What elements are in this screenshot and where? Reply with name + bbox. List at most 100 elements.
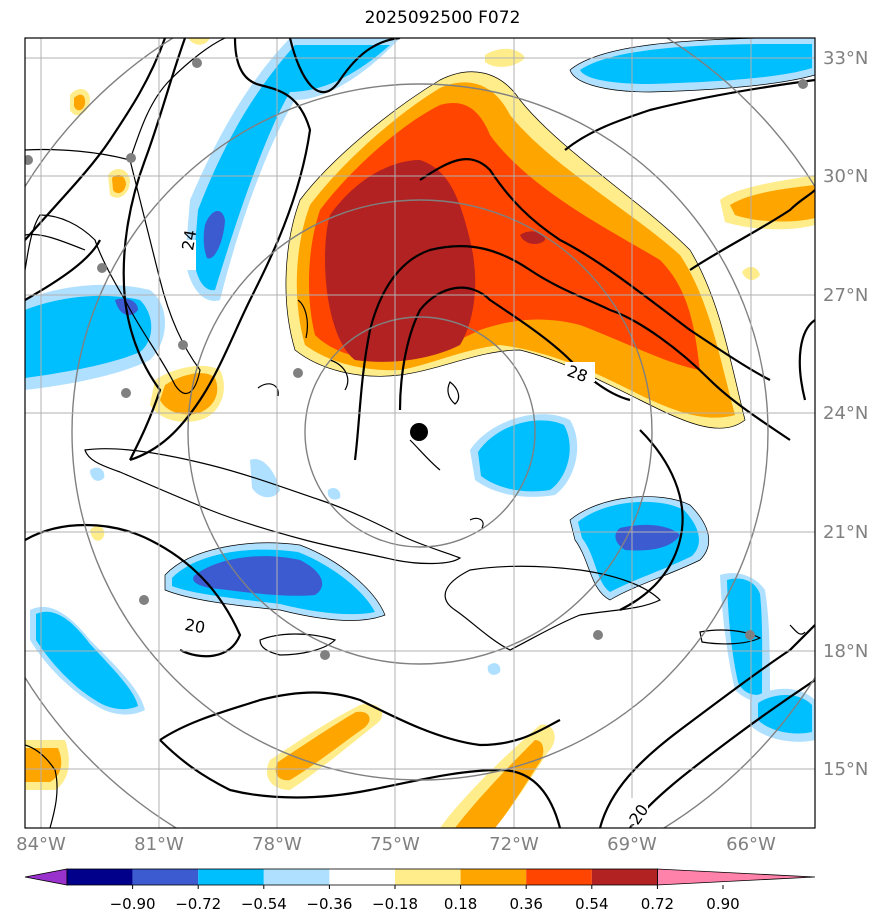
colorbar-segment (526, 869, 592, 885)
figure-title: 2025092500 F072 (364, 8, 521, 28)
longitude-label: 84°W (16, 834, 66, 855)
bahamas-2 (297, 299, 309, 339)
latitude-label: 30°N (823, 166, 868, 187)
blue-southwest (36, 611, 138, 710)
florida-peninsula (25, 159, 201, 395)
station-dot (178, 340, 188, 350)
latitude-label: 33°N (823, 48, 868, 69)
contour-east-south (598, 624, 815, 828)
orange-patch-southwest (25, 748, 62, 782)
colorbar-extend-min (24, 868, 68, 886)
colorbar-segment (263, 869, 330, 885)
station-dot (192, 58, 202, 68)
lightblue-small-4 (327, 487, 341, 500)
colorbar-segment (329, 869, 395, 885)
station-dot (593, 630, 603, 640)
bahamas-4 (409, 439, 441, 471)
colorbar: −0.90 −0.72 −0.54 −0.36 −0.18 0.18 0.36 0.54 0.7… (24, 868, 816, 913)
colorbar-tick-label: −0.18 (372, 895, 418, 913)
station-dot (139, 595, 149, 605)
colorbar-segment (460, 869, 527, 885)
yellow-patch-top (188, 38, 210, 45)
contour-south-2 (159, 739, 562, 828)
central-america (25, 744, 58, 828)
latitude-label: 21°N (823, 522, 868, 543)
colorbar-segment (67, 869, 133, 885)
contour-east-2 (629, 679, 815, 828)
station-dot (121, 388, 131, 398)
height-contours (25, 38, 815, 828)
colorbar-segment (132, 869, 199, 885)
shading-boundaries (164, 38, 815, 621)
latitude-label: 24°N (823, 403, 868, 424)
contour-20-south (25, 523, 242, 658)
station-dot (798, 79, 808, 89)
blue-caribbean-east (727, 578, 763, 695)
contour-southern-loop (159, 691, 561, 747)
station-dot (745, 630, 755, 640)
colorbar-tick-label: 0.54 (575, 895, 608, 913)
longitude-label: 81°W (134, 834, 184, 855)
map-frame (24, 37, 816, 829)
station-markers (25, 58, 808, 660)
colorbar-tick-label: −0.90 (110, 895, 156, 913)
station-dot (97, 263, 107, 273)
royalblue-cuba-south (193, 556, 323, 596)
contour-central-south (619, 429, 684, 611)
royalblue-georgia (203, 210, 225, 259)
latitude-label: 15°N (823, 759, 868, 780)
lightblue-small-1 (250, 459, 280, 498)
blue-atlantic-center (478, 420, 570, 492)
colorbar-tick-label: −0.54 (241, 895, 287, 913)
contour-label: 20 (183, 615, 206, 637)
lat-lon-grid (25, 38, 815, 828)
colorbar-segment (395, 869, 461, 885)
contour-24-west (122, 38, 187, 461)
contour-central-1 (288, 38, 401, 94)
colorbar-segment (198, 869, 264, 885)
colorbar-tick-label: −0.72 (175, 895, 221, 913)
gulf-coast (25, 233, 86, 251)
puerto-rico (699, 629, 762, 645)
storm-center-marker (410, 423, 428, 441)
contour-label: 24 (178, 228, 200, 251)
colorbar-tick-label: 0.90 (706, 895, 739, 913)
dark-red-spot (520, 231, 545, 245)
colorbar-extend-max (657, 868, 816, 886)
lightblue-small-2 (90, 467, 105, 481)
positive-anomaly-shading (25, 38, 815, 828)
map-area: 24 28 20 20 (25, 38, 815, 828)
range-ring-3 (71, 83, 769, 781)
contour-north-1 (25, 38, 167, 241)
bahamas-1 (257, 383, 279, 397)
contour-28 (353, 244, 791, 461)
us-east-coast (25, 38, 226, 161)
station-dot (293, 368, 303, 378)
colorbar-segment (591, 869, 658, 885)
range-ring-2 (187, 199, 653, 665)
range-rings (25, 38, 815, 828)
contour-ne-2 (689, 189, 815, 271)
latitude-labels: 33°N 30°N 27°N 24°N 21°N 18°N 15°N (823, 48, 868, 780)
station-dot (126, 153, 136, 163)
jamaica (259, 633, 337, 656)
colorbar-tick-label: 0.72 (641, 895, 674, 913)
blue-caribbean-far-east (758, 694, 812, 734)
contour-north-ne (419, 158, 771, 381)
contour-east-right (798, 319, 815, 401)
orange-patch-nw-1 (74, 94, 86, 111)
contour-labels: 24 28 20 20 (178, 228, 652, 828)
lightblue-small-3 (487, 663, 501, 675)
blue-florida (25, 295, 152, 378)
orange-patch-nw-2 (112, 174, 126, 194)
cuba (84, 448, 462, 565)
contour-cross (129, 38, 312, 462)
blue-northeast (580, 44, 812, 84)
yellow-patch-small-1 (90, 525, 105, 541)
longitude-label: 69°W (607, 834, 657, 855)
longitude-label: 66°W (726, 834, 776, 855)
bahamas-3 (329, 359, 349, 391)
colorbar-tick-label: −0.36 (306, 895, 352, 913)
longitude-label: 75°W (370, 834, 420, 855)
